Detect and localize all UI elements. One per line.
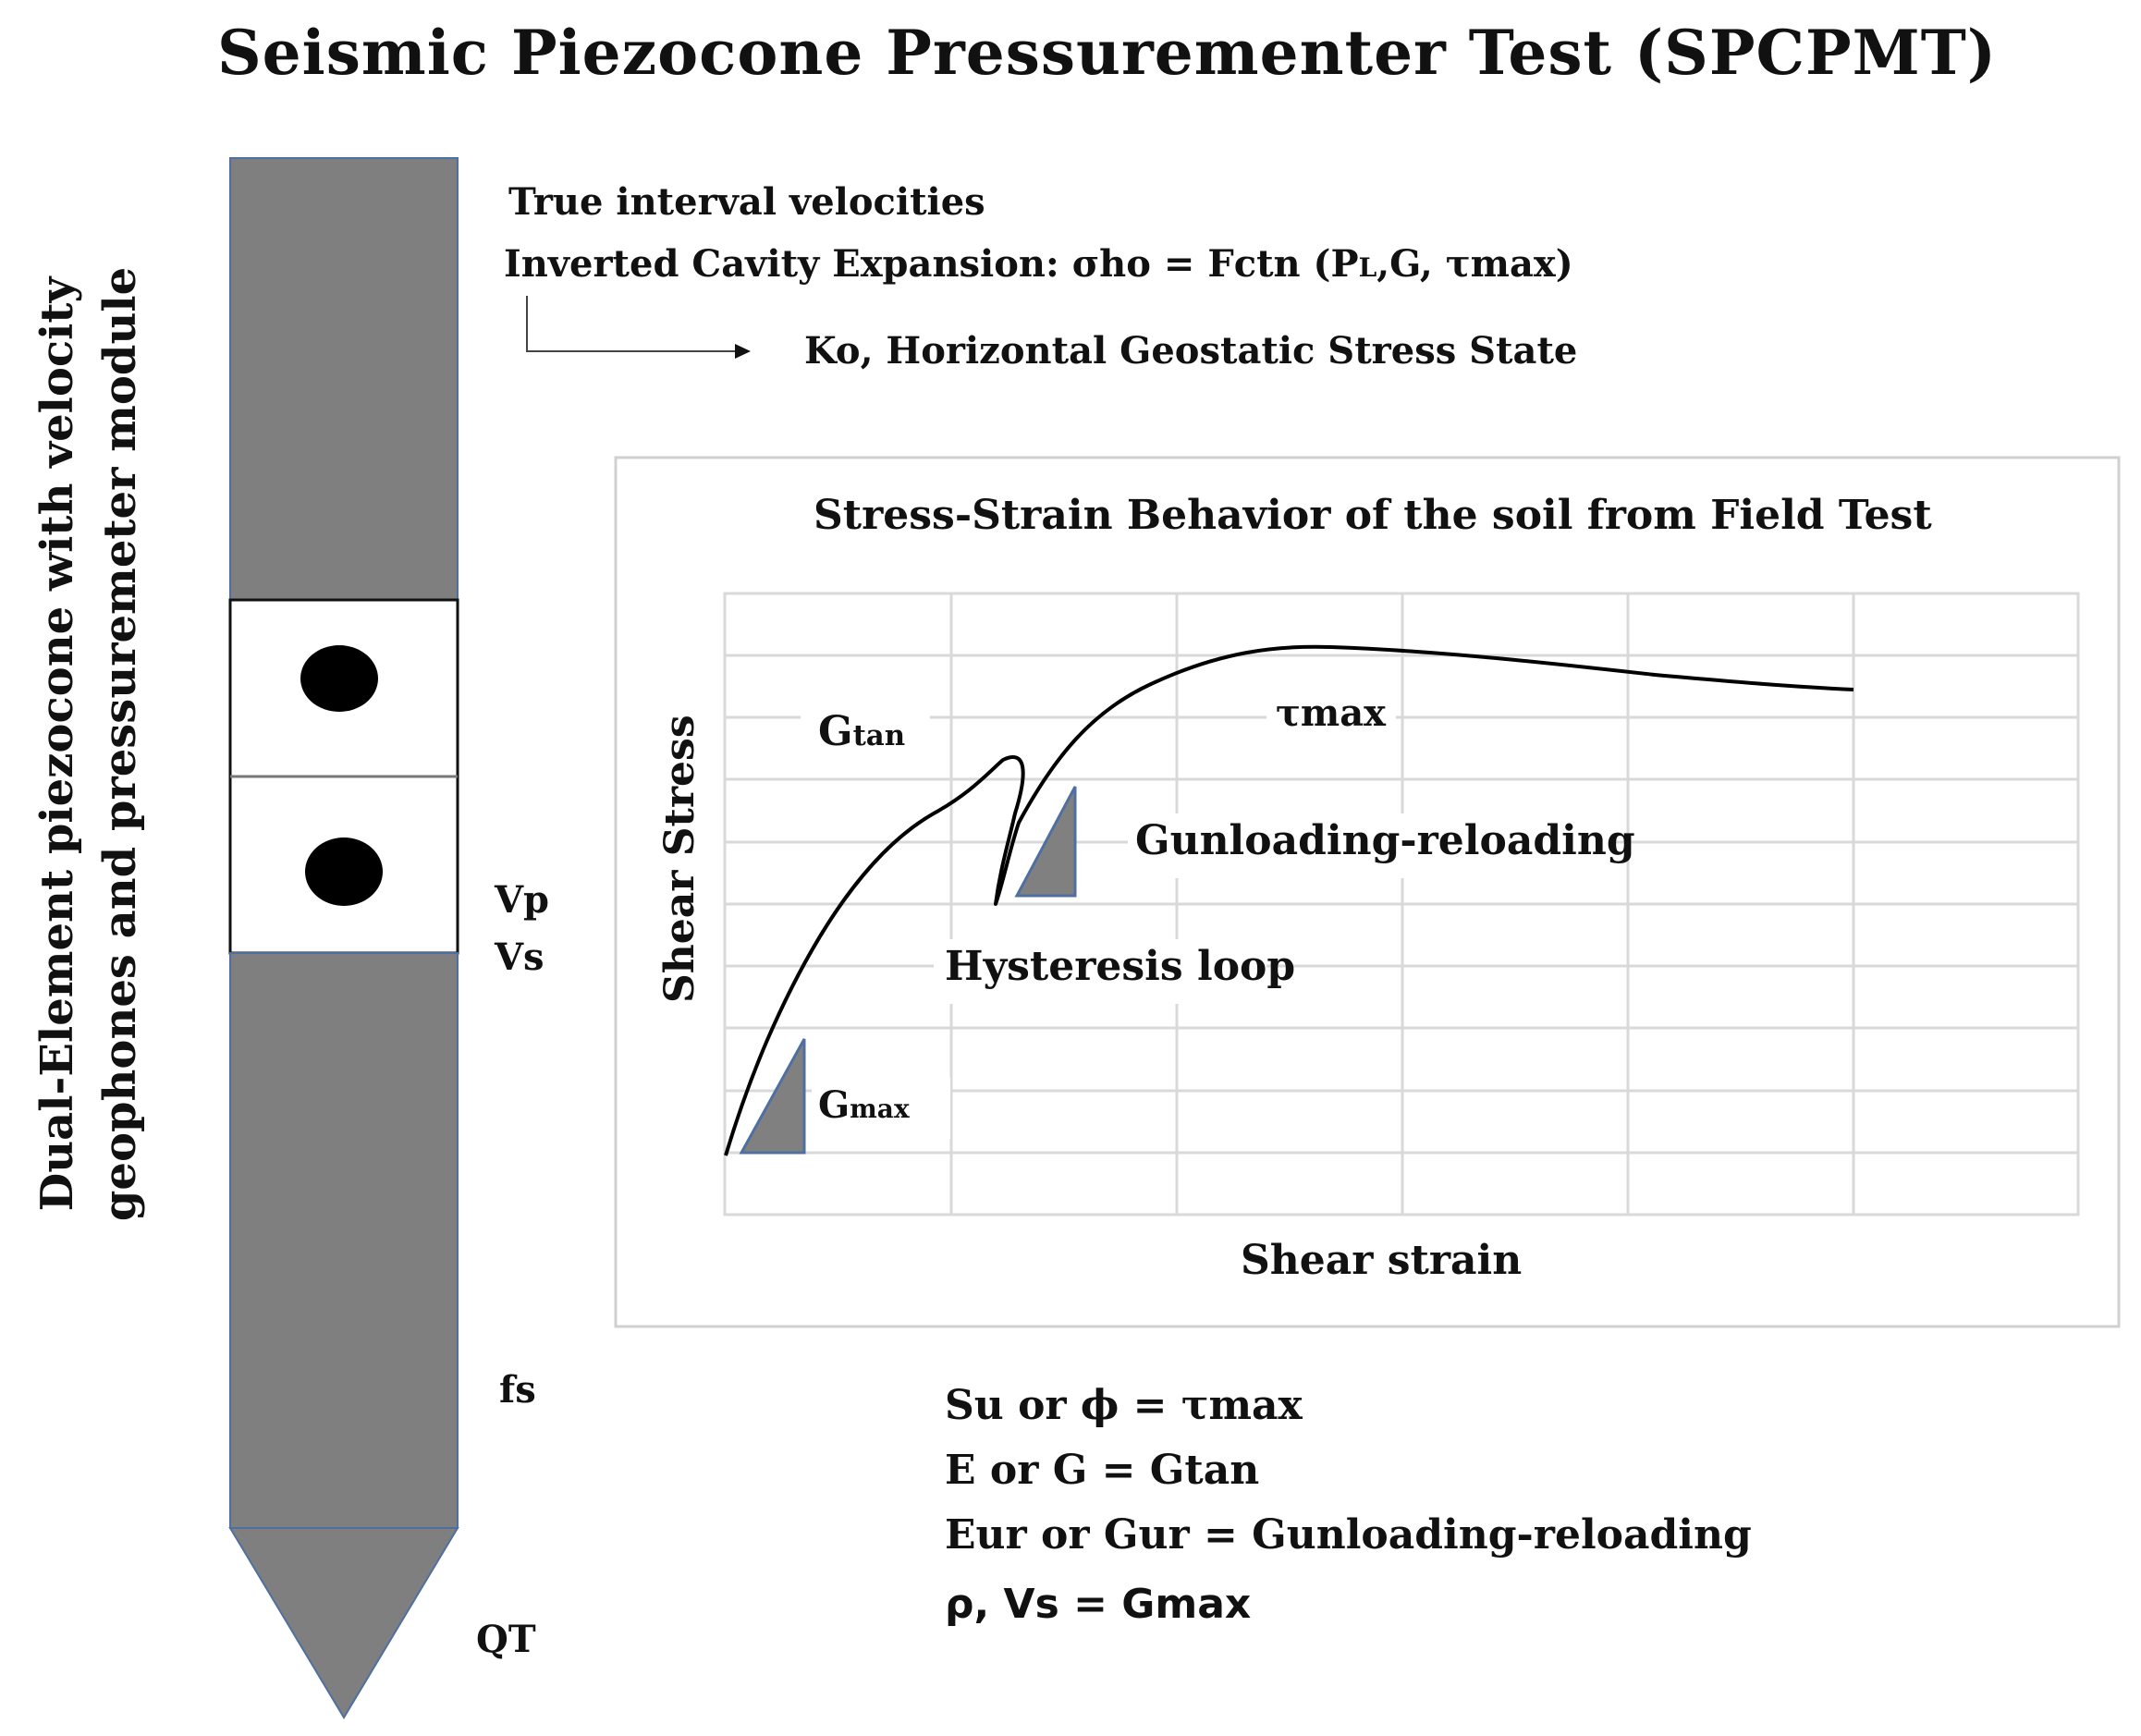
chart-grid	[723, 592, 2080, 1216]
chart-ylabel: Shear Stress	[656, 715, 703, 1003]
relation-rhs: Gunloading-reloading	[1252, 1511, 1752, 1559]
cavity-pl-sub: L	[1358, 252, 1377, 283]
gtan-label-main: G	[818, 708, 853, 755]
relation-unloading: Eur or Gur = Gunloading-reloading	[945, 1511, 1752, 1559]
probe-upper-section	[229, 157, 459, 601]
label-backdrop	[934, 939, 1266, 1004]
label-backdrop	[1266, 690, 1396, 741]
label-backdrop	[812, 1078, 950, 1139]
cone-tip	[228, 1527, 459, 1719]
vp-readout: Vp	[495, 878, 550, 922]
tmax-label: τmax	[1276, 691, 1387, 735]
cavity-suffix: ,G, τmax)	[1376, 242, 1573, 286]
cavity-mid: = Fctn (P	[1150, 242, 1359, 286]
gunloading-triangle	[1014, 786, 1077, 898]
relation-rhs: Gtan	[1149, 1447, 1260, 1494]
relation-rhs: τmax	[1181, 1382, 1303, 1429]
velocities-note: True interval velocities	[508, 180, 985, 224]
probe-lower-section	[229, 952, 459, 1529]
relation-modulus: E or G = Gtan	[945, 1447, 1259, 1494]
relation-lhs: Su or ϕ =	[945, 1382, 1181, 1429]
relation-gmax: ρ, Vs = Gmax	[945, 1581, 1251, 1628]
gmax-label-main: G	[818, 1083, 850, 1127]
hysteresis-label: Hysteresis loop	[945, 943, 1296, 990]
cavity-sigma: σho	[1071, 242, 1151, 286]
ko-result-note: Ko, Horizontal Geostatic Stress State	[804, 329, 1578, 373]
gmax-triangle	[739, 1038, 806, 1155]
relation-rhs: Gmax	[1121, 1581, 1252, 1628]
fs-readout: fs	[499, 1368, 536, 1412]
chart-title: Stress-Strain Behavior of the soil from …	[814, 492, 1932, 539]
geophone-lower	[305, 837, 383, 906]
vs-readout: Vs	[495, 935, 544, 979]
page-title: Seismic Piezocone Pressurementer Test (S…	[217, 17, 1998, 89]
cavity-expansion-note: Inverted Cavity Expansion: σho = Fctn (P…	[504, 242, 1573, 286]
cavity-prefix: Inverted Cavity Expansion:	[504, 242, 1072, 286]
gmax-label: Gmax	[818, 1083, 910, 1127]
relation-lhs: ρ, Vs =	[945, 1581, 1122, 1628]
gtan-label: Gtan	[818, 708, 905, 755]
relation-lhs: E or G =	[945, 1447, 1150, 1494]
label-backdrop	[801, 704, 930, 762]
relation-strength: Su or ϕ = τmax	[945, 1382, 1303, 1429]
ko-arrow-head	[735, 344, 751, 359]
stress-strain-curve	[724, 644, 1854, 1156]
chart-xlabel: Shear strain	[1241, 1237, 1523, 1284]
label-backdrop	[1128, 813, 1609, 878]
relation-lhs: Eur or Gur =	[945, 1511, 1253, 1559]
qt-readout: QT	[476, 1618, 536, 1661]
gmax-label-sub: max	[850, 1094, 910, 1124]
chart-frame	[614, 456, 2121, 1328]
gtan-label-sub: tan	[852, 719, 906, 752]
geophone-upper	[300, 645, 378, 712]
gunloading-label: Gunloading-reloading	[1135, 817, 1635, 864]
ko-arrow-line	[526, 296, 744, 352]
